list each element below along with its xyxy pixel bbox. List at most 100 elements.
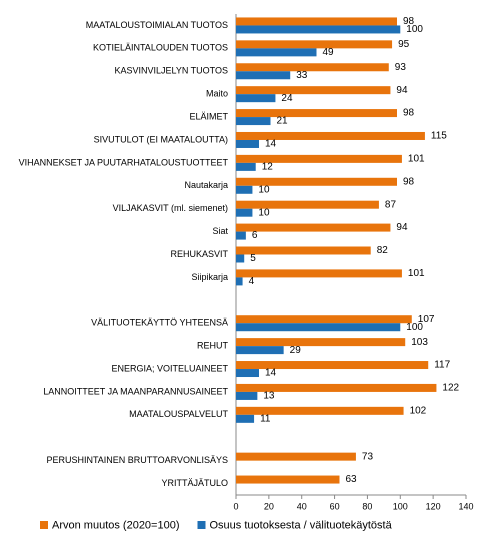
bar <box>236 323 401 332</box>
bar <box>236 269 402 278</box>
bar <box>236 177 397 186</box>
bar <box>236 406 404 415</box>
x-tick-label: 0 <box>233 501 238 511</box>
category-label: VÄLITUOTEKÄYTTÖ YHTEENSÄ <box>91 318 228 328</box>
bar <box>236 109 397 118</box>
data-label: 29 <box>290 345 302 356</box>
data-label: 49 <box>323 47 335 58</box>
bar <box>236 94 276 103</box>
data-label: 82 <box>377 245 389 256</box>
data-label: 63 <box>346 474 358 485</box>
bar <box>236 63 389 72</box>
bar <box>236 185 253 194</box>
bar <box>236 40 393 49</box>
data-label: 4 <box>249 276 255 287</box>
bar <box>236 338 406 347</box>
bar <box>236 71 291 80</box>
data-label: 21 <box>277 116 289 127</box>
bar <box>236 383 437 392</box>
data-label: 24 <box>281 93 293 104</box>
data-label: 98 <box>403 16 415 27</box>
bar <box>236 162 256 171</box>
data-label: 101 <box>408 268 425 279</box>
bar <box>236 346 284 355</box>
bar <box>236 154 402 163</box>
data-label: 14 <box>265 368 277 379</box>
bar <box>236 361 429 370</box>
category-label: Siat <box>212 226 228 236</box>
category-label: Nautakarja <box>184 180 228 190</box>
data-label: 101 <box>408 154 425 165</box>
legend-label: Osuus tuotoksesta / välituotekäytöstä <box>210 519 393 531</box>
category-label: KASVINVILJELYN TUOTOS <box>114 66 228 76</box>
category-label: LANNOITTEET JA MAANPARANNUSAINEET <box>43 386 228 396</box>
bar <box>236 17 397 26</box>
data-label: 107 <box>418 314 435 325</box>
x-tick-label: 60 <box>330 501 340 511</box>
legend-swatch <box>197 521 206 529</box>
bar <box>236 246 371 255</box>
data-label: 11 <box>260 413 271 424</box>
data-label: 100 <box>406 322 423 333</box>
bar <box>236 86 391 95</box>
bar <box>236 277 243 286</box>
data-label: 13 <box>263 391 275 402</box>
data-label: 87 <box>385 199 397 210</box>
bar <box>236 48 317 57</box>
bar <box>236 369 259 378</box>
data-label: 115 <box>431 131 447 142</box>
data-label: 73 <box>362 451 374 462</box>
data-label: 117 <box>434 360 450 371</box>
data-label: 103 <box>411 337 428 348</box>
x-tick-label: 100 <box>393 501 408 511</box>
category-label: VIHANNEKSET JA PUUTARHATALOUSTUOTTEET <box>19 157 229 167</box>
legend-swatch <box>40 521 48 529</box>
data-label: 94 <box>396 85 408 96</box>
data-label: 33 <box>296 70 308 81</box>
category-label: REHUKASVIT <box>170 249 228 259</box>
x-tick-label: 140 <box>458 501 473 511</box>
bar <box>236 131 425 140</box>
category-label: Maito <box>206 89 228 99</box>
bar <box>236 231 246 240</box>
category-label: MAATALOUSTOIMIALAN TUOTOS <box>86 20 228 30</box>
bar <box>236 254 245 263</box>
category-label: Siipikarja <box>191 272 228 282</box>
data-label: 98 <box>403 176 415 187</box>
bar <box>236 139 259 148</box>
data-label: 10 <box>258 207 270 218</box>
category-label: ENERGIA; VOITELUAINEET <box>111 363 228 373</box>
x-tick-label: 120 <box>426 501 441 511</box>
bar <box>236 475 340 484</box>
bar <box>236 117 271 126</box>
data-label: 100 <box>406 24 423 35</box>
category-label: VILJAKASVIT (ml. siemenet) <box>113 203 228 213</box>
data-label: 10 <box>258 184 270 195</box>
data-label: 5 <box>250 253 256 264</box>
category-label: REHUT <box>197 340 229 350</box>
category-label: SIVUTULOT (EI MAATALOUTTA) <box>94 134 228 144</box>
category-label: PERUSHINTAINEN BRUTTOARVONLISÄYS <box>46 455 228 465</box>
category-label: KOTIELÄINTALOUDEN TUOTOS <box>93 43 228 53</box>
data-label: 93 <box>395 62 407 73</box>
bar <box>236 200 379 209</box>
data-label: 95 <box>398 39 410 50</box>
data-label: 6 <box>252 230 258 241</box>
data-label: 102 <box>410 405 427 416</box>
bar <box>236 25 401 34</box>
data-label: 94 <box>396 222 408 233</box>
data-label: 14 <box>265 139 277 150</box>
category-label: ELÄIMET <box>189 111 228 121</box>
bar <box>236 315 412 324</box>
bar <box>236 208 253 217</box>
category-label: YRITTÄJÄTULO <box>161 478 228 488</box>
data-label: 12 <box>262 162 274 173</box>
data-label: 122 <box>442 383 459 394</box>
x-tick-label: 20 <box>264 501 274 511</box>
bar <box>236 391 258 400</box>
data-label: 98 <box>403 108 415 119</box>
bar <box>236 452 356 461</box>
x-tick-label: 80 <box>362 501 372 511</box>
x-tick-label: 40 <box>297 501 307 511</box>
bar <box>236 414 255 423</box>
